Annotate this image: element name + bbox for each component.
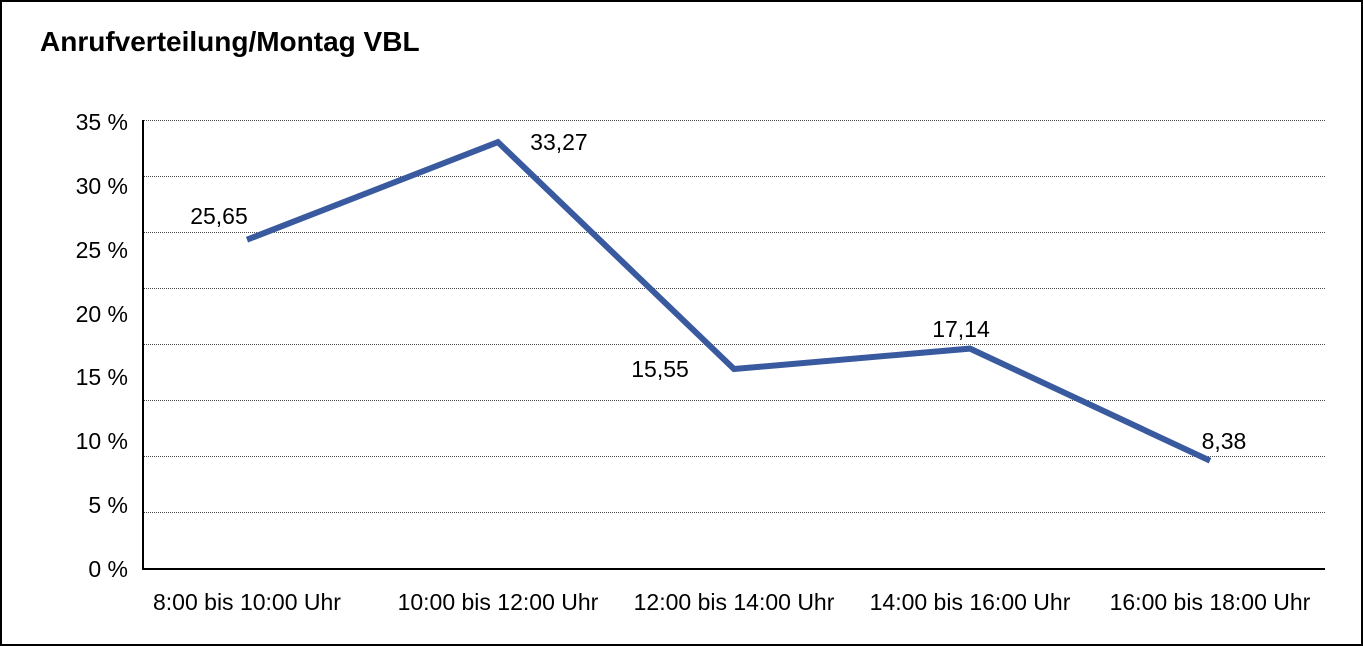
gridline [144,456,1325,457]
gridline [144,288,1325,289]
chart-title: Anrufverteilung/Montag VBL [40,26,420,57]
gridline [144,344,1325,345]
data-value-label: 15,55 [631,355,689,382]
gridline [144,176,1325,177]
x-tick-label: 8:00 bis 10:00 Uhr [152,589,341,615]
data-value-label: 8,38 [1201,427,1247,454]
x-axis-line [142,568,1325,570]
y-axis-line [142,120,144,570]
data-value-label: 25,65 [190,202,248,229]
x-tick-label: 12:00 bis 14:00 Uhr [633,589,835,615]
y-tick-label: 20 % [75,300,128,327]
gridline [144,400,1325,401]
y-tick-label: 10 % [75,428,128,455]
y-tick-label: 30 % [75,172,128,199]
data-line [245,138,1212,464]
x-tick-label: 14:00 bis 16:00 Uhr [869,589,1071,615]
y-tick-label: 35 % [75,109,128,135]
data-value-label: 17,14 [932,315,990,342]
y-tick-label: 5 % [88,492,128,519]
y-tick-label: 15 % [75,364,128,391]
gridline [144,232,1325,233]
gridline [144,512,1325,513]
gridline [144,120,1325,121]
y-tick-label: 0 % [88,556,128,582]
x-tick-label: 16:00 bis 18:00 Uhr [1109,589,1311,615]
x-tick-label: 10:00 bis 12:00 Uhr [397,589,599,615]
line-series [245,138,1212,464]
plot-area: 25,65 33,27 15,55 17,14 8,38 [142,120,1325,570]
data-value-label: 33,27 [530,129,588,156]
y-tick-label: 25 % [75,236,128,263]
